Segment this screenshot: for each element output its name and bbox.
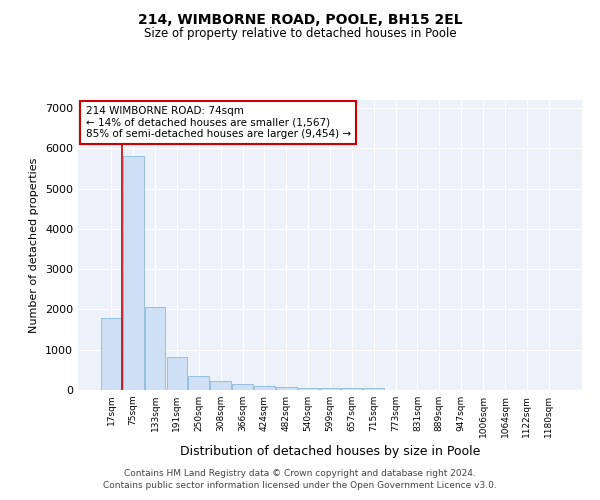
Text: Size of property relative to detached houses in Poole: Size of property relative to detached ho…: [143, 28, 457, 40]
Bar: [254, 386, 275, 390]
Bar: [123, 156, 143, 390]
Bar: [364, 388, 384, 390]
Bar: [320, 388, 340, 390]
Y-axis label: Number of detached properties: Number of detached properties: [29, 158, 40, 332]
Bar: [232, 384, 253, 390]
X-axis label: Distribution of detached houses by size in Poole: Distribution of detached houses by size …: [180, 446, 480, 458]
Bar: [101, 318, 122, 390]
Bar: [210, 381, 231, 390]
Text: 214 WIMBORNE ROAD: 74sqm
← 14% of detached houses are smaller (1,567)
85% of sem: 214 WIMBORNE ROAD: 74sqm ← 14% of detach…: [86, 106, 350, 139]
Bar: [167, 357, 187, 390]
Text: Contains HM Land Registry data © Crown copyright and database right 2024.
Contai: Contains HM Land Registry data © Crown c…: [103, 468, 497, 490]
Bar: [188, 376, 209, 390]
Bar: [276, 387, 296, 390]
Bar: [145, 308, 166, 390]
Bar: [298, 388, 319, 390]
Text: 214, WIMBORNE ROAD, POOLE, BH15 2EL: 214, WIMBORNE ROAD, POOLE, BH15 2EL: [137, 12, 463, 26]
Bar: [341, 388, 362, 390]
